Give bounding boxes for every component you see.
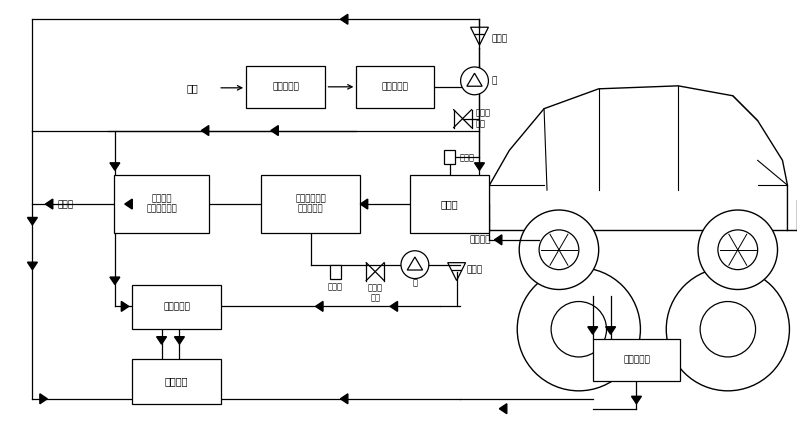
Text: 空气流量计: 空气流量计	[382, 82, 409, 91]
Polygon shape	[46, 199, 53, 209]
Polygon shape	[494, 235, 502, 245]
Bar	[261, 175, 360, 233]
Text: 通大气: 通大气	[58, 201, 74, 210]
Bar	[330, 265, 341, 279]
Circle shape	[551, 302, 606, 357]
Polygon shape	[122, 302, 129, 311]
Polygon shape	[340, 394, 348, 404]
Polygon shape	[271, 126, 278, 135]
Circle shape	[700, 302, 755, 357]
Polygon shape	[390, 302, 398, 311]
Text: 底盘测功机: 底盘测功机	[623, 356, 650, 365]
Text: 空气: 空气	[186, 83, 198, 93]
Polygon shape	[499, 404, 506, 414]
Polygon shape	[340, 14, 348, 24]
Text: 混合室: 混合室	[441, 199, 458, 209]
Polygon shape	[125, 199, 132, 209]
Polygon shape	[588, 327, 598, 334]
Circle shape	[539, 230, 579, 270]
Text: 滤清器: 滤清器	[460, 153, 474, 162]
Polygon shape	[27, 262, 38, 270]
Polygon shape	[315, 302, 323, 311]
Bar	[410, 175, 490, 233]
Circle shape	[718, 230, 758, 270]
Circle shape	[461, 67, 489, 95]
Polygon shape	[202, 126, 209, 135]
Text: 流量计: 流量计	[491, 35, 507, 43]
Polygon shape	[606, 327, 615, 334]
Text: 流量控: 流量控	[475, 108, 490, 117]
Bar	[444, 150, 455, 164]
Text: 制阀: 制阀	[475, 119, 486, 128]
Polygon shape	[110, 163, 120, 170]
Text: 空气滤清器: 空气滤清器	[272, 82, 299, 91]
Bar	[246, 66, 326, 108]
Polygon shape	[40, 394, 47, 404]
Polygon shape	[174, 337, 185, 344]
Bar	[114, 175, 209, 233]
Circle shape	[698, 210, 778, 290]
Bar	[132, 359, 221, 404]
Circle shape	[519, 210, 598, 290]
Text: 排放分析仪: 排放分析仪	[163, 302, 190, 311]
Circle shape	[666, 268, 790, 391]
Text: 滤清器: 滤清器	[328, 282, 343, 291]
Text: 流量控: 流量控	[368, 283, 382, 292]
Text: 制阀: 制阀	[370, 293, 380, 302]
Bar	[356, 66, 434, 108]
Text: 主控设备: 主控设备	[165, 377, 188, 386]
Polygon shape	[27, 217, 38, 225]
Polygon shape	[110, 277, 120, 285]
Text: 混合气温度压
力控制装置: 混合气温度压 力控制装置	[295, 194, 326, 214]
Text: 泵: 泵	[491, 76, 497, 85]
Polygon shape	[360, 199, 368, 209]
Text: 汽车尾气: 汽车尾气	[470, 235, 491, 245]
Polygon shape	[157, 337, 166, 344]
Text: 抽气装置
容积测量装置: 抽气装置 容积测量装置	[146, 194, 177, 214]
Bar	[132, 285, 221, 329]
Text: 泵: 泵	[413, 278, 418, 287]
Bar	[593, 339, 680, 381]
Polygon shape	[474, 163, 485, 170]
Circle shape	[518, 268, 641, 391]
Polygon shape	[631, 396, 642, 404]
Circle shape	[401, 251, 429, 279]
Text: 流量计: 流量计	[466, 265, 482, 274]
